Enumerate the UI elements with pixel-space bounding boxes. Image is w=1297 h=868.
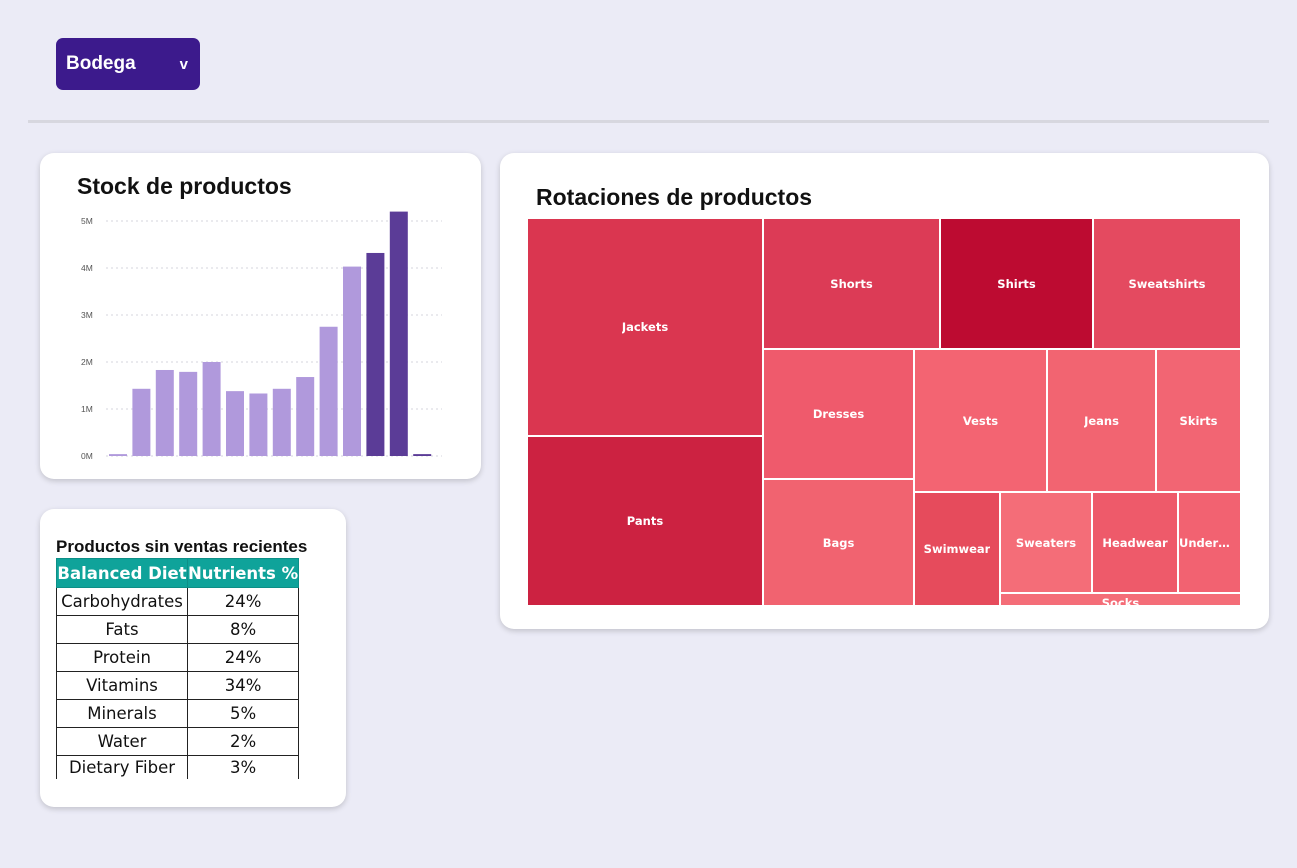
table-row: Minerals 5% — [56, 699, 300, 728]
bar[interactable] — [179, 371, 198, 456]
treemap-tile-skirts[interactable]: Skirts — [1156, 349, 1241, 492]
table-cell: 5% — [186, 699, 300, 728]
table-cell: 24% — [186, 643, 300, 672]
treemap-tile-dresses[interactable]: Dresses — [763, 349, 914, 479]
treemap-tile-headwear[interactable]: Headwear — [1092, 492, 1178, 593]
bar[interactable] — [366, 252, 385, 456]
bar[interactable] — [389, 211, 408, 456]
treemap-label: Sweaters — [1015, 535, 1077, 550]
table-row: Vitamins 34% — [56, 671, 300, 700]
bar[interactable] — [226, 391, 244, 456]
treemap-tile-bags[interactable]: Bags — [763, 479, 914, 605]
treemap-label: Dresses — [812, 407, 865, 421]
bar[interactable] — [132, 388, 151, 456]
header-divider — [28, 120, 1269, 123]
table-cell: Protein — [56, 643, 188, 672]
table-cell: Carbohydrates — [56, 587, 188, 616]
bodega-dropdown-label: Bodega — [66, 53, 136, 74]
treemap-tile-jeans[interactable]: Jeans — [1047, 349, 1156, 492]
table-row: Carbohydrates 24% — [56, 587, 300, 616]
bar[interactable] — [155, 369, 174, 456]
table-cell: Fats — [56, 615, 188, 644]
treemap-tile-socks[interactable]: Socks — [1000, 593, 1241, 605]
table-row: Dietary Fiber 3% — [56, 755, 300, 779]
table-cell: 24% — [186, 587, 300, 616]
table-cell: 34% — [186, 671, 300, 700]
bar[interactable] — [272, 388, 291, 456]
table-row: Fats 8% — [56, 615, 300, 644]
treemap-label: Vests — [962, 413, 999, 428]
treemap-label: Swimwear — [923, 542, 991, 556]
y-tick-label: 4M — [81, 263, 93, 273]
table-row: Water 2% — [56, 727, 300, 756]
no-sales-title: Productos sin ventas recientes — [56, 537, 308, 556]
bodega-dropdown[interactable]: Bodega v — [56, 38, 200, 90]
chevron-down-icon: v — [179, 55, 188, 73]
treemap-label: Shorts — [830, 276, 873, 291]
rotation-treemap: Jackets Pants Shorts Shirts Sweatshirts … — [527, 218, 1241, 605]
treemap-tile-sweaters[interactable]: Sweaters — [1000, 492, 1092, 593]
bar[interactable] — [413, 454, 432, 456]
treemap-tile-swimwear[interactable]: Swimwear — [914, 492, 1000, 605]
y-tick-label: 5M — [81, 216, 93, 226]
treemap-label: Socks — [1101, 596, 1140, 605]
treemap-tile-underwear[interactable]: Underwe... — [1178, 492, 1241, 593]
rotation-chart-title: Rotaciones de productos — [536, 184, 813, 210]
treemap-label: Jeans — [1084, 413, 1119, 428]
bar[interactable] — [296, 377, 315, 456]
treemap-label: Headwear — [1102, 535, 1168, 550]
treemap-label: Pants — [626, 514, 664, 528]
bar[interactable] — [202, 362, 221, 456]
table-cell: 3% — [186, 755, 300, 779]
treemap-label: Bags — [822, 535, 855, 550]
treemap-tile-shirts[interactable]: Shirts — [940, 218, 1093, 349]
y-tick-label: 0M — [81, 451, 93, 461]
bar[interactable] — [109, 454, 127, 456]
no-sales-table: Balanced Diet Nutrients % Carbohydrates … — [56, 558, 300, 779]
y-tick-label: 1M — [81, 404, 93, 414]
treemap-label: Underwe... — [1179, 535, 1240, 550]
table-cell: Vitamins — [56, 671, 188, 700]
table-cell: 8% — [186, 615, 300, 644]
treemap-tile-jackets[interactable]: Jackets — [527, 218, 763, 436]
stock-bar-chart: 0M 1M 2M 3M 4M 5M — [81, 211, 442, 461]
bar[interactable] — [249, 393, 268, 456]
table-header-row: Balanced Diet Nutrients % — [56, 558, 300, 588]
column-header: Balanced Diet — [56, 558, 188, 588]
bar[interactable] — [343, 266, 361, 456]
y-tick-label: 3M — [81, 310, 93, 320]
stock-chart-title: Stock de productos — [77, 173, 292, 199]
table-cell: Water — [56, 727, 188, 756]
stock-card: Stock de productos 0M 1M 2M 3M 4M 5M — [40, 153, 481, 479]
treemap-tile-sweatshirts[interactable]: Sweatshirts — [1093, 218, 1241, 349]
treemap-label: Sweatshirts — [1128, 276, 1206, 291]
treemap-tile-shorts[interactable]: Shorts — [763, 218, 940, 349]
treemap-label: Skirts — [1179, 413, 1218, 428]
treemap-tile-pants[interactable]: Pants — [527, 436, 763, 605]
table-row: Protein 24% — [56, 643, 300, 672]
column-header: Nutrients % — [186, 558, 300, 588]
treemap-label: Jackets — [621, 320, 669, 334]
table-cell: Dietary Fiber — [56, 755, 188, 779]
table-cell: 2% — [186, 727, 300, 756]
y-tick-label: 2M — [81, 357, 93, 367]
treemap-label: Shirts — [997, 276, 1036, 291]
treemap-tile-vests[interactable]: Vests — [914, 349, 1047, 492]
bar[interactable] — [319, 326, 338, 456]
table-cell: Minerals — [56, 699, 188, 728]
